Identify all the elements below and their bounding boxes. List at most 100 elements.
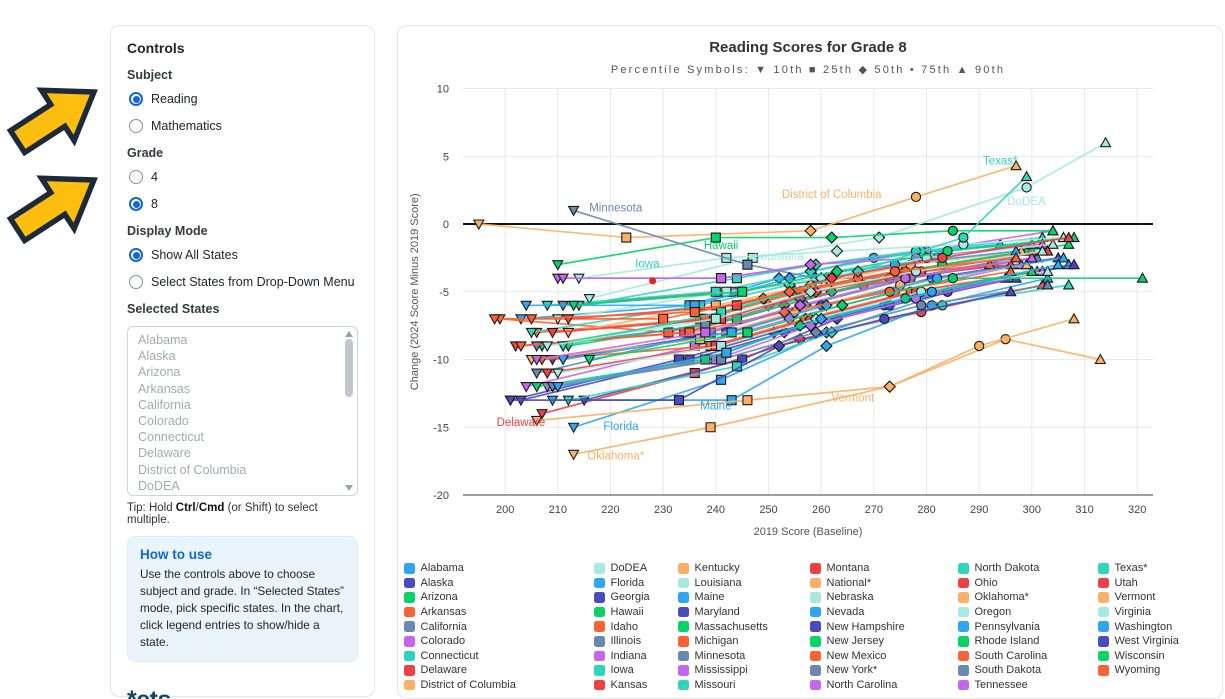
grade-radio-4[interactable]: 4 [129,170,358,184]
series-wisconsin[interactable] [583,272,1149,366]
legend-entry-north-dakota[interactable]: North Dakota [958,561,1047,576]
marker-diamond[interactable] [851,265,865,278]
marker-circle[interactable] [942,245,953,257]
legend-entry-delaware[interactable]: Delaware [404,663,516,678]
legend-entry-mississippi[interactable]: Mississippi [678,663,768,678]
state-option-alabama[interactable]: Alabama [138,333,188,347]
radio-selected-icon[interactable] [129,197,143,211]
marker-diamond[interactable] [825,231,838,244]
marker-diamond[interactable] [772,339,786,353]
marker-triangle-down[interactable] [562,327,575,339]
legend-entry-florida[interactable]: Florida [594,576,650,591]
marker-diamond[interactable] [814,312,828,326]
legend-entry-new-york[interactable]: New York* [810,663,905,678]
legend-entry-illinois[interactable]: Illinois [594,634,650,649]
legend-entry-idaho[interactable]: Idaho [594,619,650,634]
marker-triangle-down[interactable] [520,300,533,312]
marker-triangle-down[interactable] [567,422,580,434]
series-wyoming[interactable] [525,251,1022,325]
state-option-delaware[interactable]: Delaware [138,446,191,461]
series-washington[interactable] [551,258,1065,393]
marker-diamond[interactable] [809,326,823,339]
marker-diamond[interactable] [804,224,817,238]
marker-triangle-down[interactable] [583,293,596,305]
marker-triangle-up[interactable] [1041,278,1054,290]
marker-triangle-down[interactable] [530,368,543,380]
legend-entry-kentucky[interactable]: Kentucky [678,561,768,576]
legend-entry-north-carolina[interactable]: North Carolina [810,678,905,693]
series-hawaii[interactable] [551,224,1059,271]
marker-circle[interactable] [916,300,927,311]
selected-states-listbox[interactable]: Alabama Alaska Arizona Arkansas California Co… [127,326,358,496]
marker-circle[interactable] [926,286,937,297]
legend-entry-maine[interactable]: Maine [678,590,768,605]
legend-entry-minnesota[interactable]: Minnesota [678,649,768,664]
state-option-dodea[interactable]: DoDEA [138,478,180,493]
legend-entry-south-carolina[interactable]: South Carolina [958,649,1047,664]
marker-triangle-up[interactable] [1004,285,1017,297]
marker-triangle-down[interactable] [530,354,543,366]
legend-entry-alaska[interactable]: Alaska [404,576,516,591]
marker-diamond[interactable] [793,299,807,312]
marker-triangle-up[interactable] [1025,251,1038,263]
marker-square[interactable] [705,422,716,433]
legend-entry-texas[interactable]: Texas* [1098,561,1179,576]
state-option-california[interactable]: California [138,397,191,412]
radio-selected-icon[interactable] [129,92,143,106]
marker-triangle-down[interactable] [551,382,564,393]
marker-circle[interactable] [974,340,985,352]
marker-diamond[interactable] [804,258,817,271]
scroll-down-icon[interactable] [344,485,353,491]
state-option-district-of-columbia[interactable]: District of Columbia [138,462,247,477]
marker-triangle-up[interactable] [1046,224,1059,236]
legend-entry-new-mexico[interactable]: New Mexico [810,649,905,664]
marker-triangle-down[interactable] [530,382,543,393]
radio-unselected-icon[interactable] [129,119,143,133]
legend-entry-georgia[interactable]: Georgia [594,590,650,605]
marker-circle[interactable] [958,232,969,243]
marker-square[interactable] [689,307,700,318]
legend-entry-arizona[interactable]: Arizona [404,590,516,605]
legend-entry-national[interactable]: National* [810,576,905,591]
marker-triangle-down[interactable] [525,314,538,325]
legend-entry-virginia[interactable]: Virginia [1098,605,1179,620]
marker-circle[interactable] [937,252,948,264]
legend-entry-iowa[interactable]: Iowa [594,663,650,678]
marker-square[interactable] [716,374,727,385]
marker-triangle-up[interactable] [1068,312,1080,324]
state-option-colorado[interactable]: Colorado [138,413,189,428]
marker-diamond[interactable] [883,380,896,393]
legend-entry-wisconsin[interactable]: Wisconsin [1098,649,1179,664]
marker-diamond[interactable] [783,285,796,299]
legend-entry-maryland[interactable]: Maryland [678,605,768,620]
state-option-arkansas[interactable]: Arkansas [138,381,191,396]
marker-triangle-up[interactable] [1136,272,1149,283]
legend-entry-louisiana[interactable]: Louisiana [678,576,768,591]
legend-entry-wyoming[interactable]: Wyoming [1098,663,1179,678]
legend-entry-new-jersey[interactable]: New Jersey [810,634,905,649]
legend-entry-arkansas[interactable]: Arkansas [404,605,516,620]
legend-entry-oregon[interactable]: Oregon [958,605,1047,620]
marker-circle[interactable] [910,191,922,203]
marker-circle[interactable] [947,225,958,236]
marker-square[interactable] [658,313,669,324]
marker-triangle-down[interactable] [567,449,580,461]
marker-square[interactable] [731,361,742,372]
marker-triangle-down[interactable] [583,354,596,366]
marker-triangle-down[interactable] [515,341,527,353]
marker-triangle-down[interactable] [567,205,580,217]
state-option-florida[interactable]: Florida [128,494,357,496]
marker-triangle-down[interactable] [557,273,570,285]
marker-triangle-down[interactable] [536,409,548,420]
marker-square[interactable] [716,273,727,284]
legend-entry-california[interactable]: California [404,619,516,634]
legend-entry-tennessee[interactable]: Tennessee [958,678,1047,693]
series-south-carolina[interactable] [515,265,1017,353]
marker-triangle-down[interactable] [541,368,554,380]
marker-triangle-up[interactable] [1010,159,1022,171]
series-vermont[interactable] [530,312,1080,427]
legend-entry-montana[interactable]: Montana [810,561,905,576]
series-tennessee[interactable] [530,251,1038,366]
display-mode-radio-select-states-from-drop-down-menu[interactable]: Select States from Drop-Down Menu [129,275,358,289]
marker-triangle-down[interactable] [541,341,554,353]
